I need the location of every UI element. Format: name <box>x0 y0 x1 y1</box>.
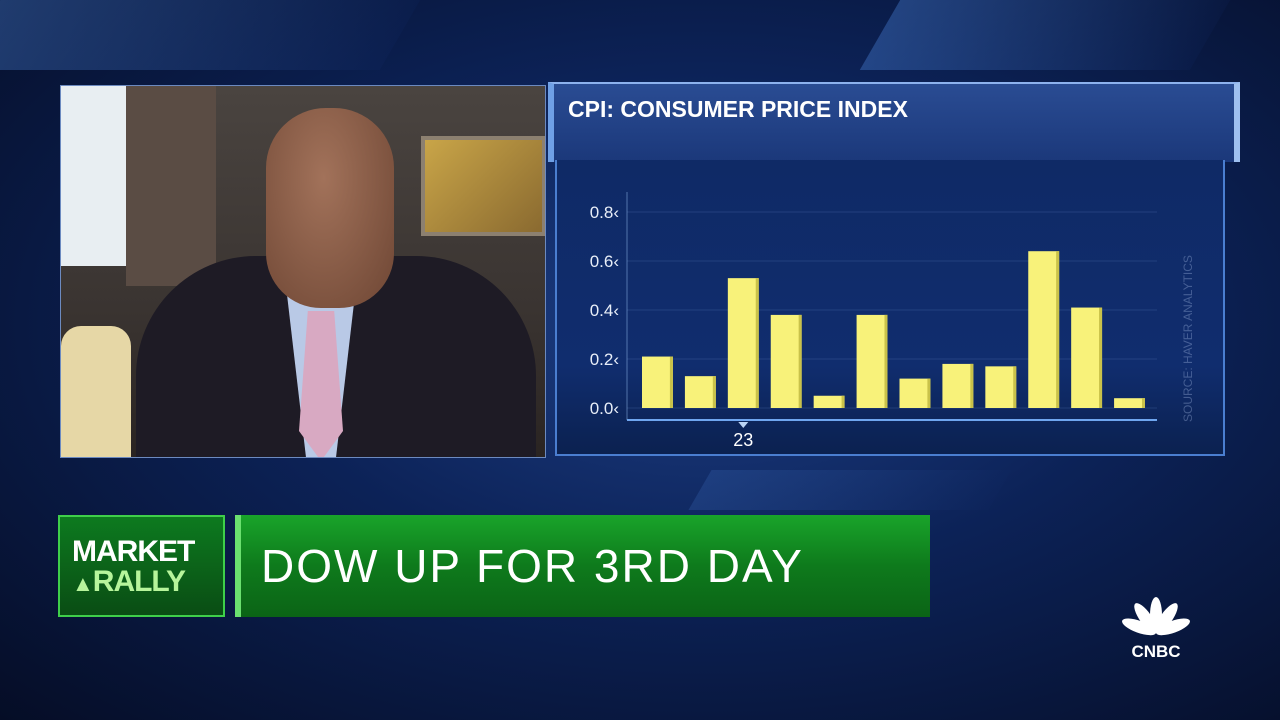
bar-shade <box>755 278 759 408</box>
bar-shade <box>1013 366 1017 408</box>
bar <box>1028 251 1060 408</box>
bar <box>684 376 716 408</box>
bar <box>899 378 931 408</box>
chart-panel: 0.0‹ 0.2‹ 0.4‹ 0.6‹ 0.8‹ 23 SOURCE: HAVER ANAL… <box>555 160 1225 456</box>
y-tick-label: 0.4‹ <box>590 301 619 320</box>
curtain <box>126 86 216 286</box>
bar-shade <box>884 314 888 408</box>
tag-line-2-text: RALLY <box>92 565 186 598</box>
bar-shade <box>669 356 673 408</box>
bar-shade <box>970 363 974 408</box>
chart-title-bar: CPI: CONSUMER PRICE INDEX <box>548 82 1240 162</box>
bar <box>856 314 888 408</box>
background-beam <box>688 470 1012 510</box>
source-label: SOURCE: HAVER ANALYTICS <box>1181 255 1195 422</box>
bar-shade <box>1056 251 1060 408</box>
tag-line-2: ▲RALLY <box>72 565 186 599</box>
chart-title: CPI: CONSUMER PRICE INDEX <box>568 96 908 122</box>
bar <box>727 278 759 408</box>
bar <box>1114 398 1145 408</box>
cpi-bar-chart: 0.0‹ 0.2‹ 0.4‹ 0.6‹ 0.8‹ 23 SOURCE: HAVER ANAL… <box>590 192 1195 450</box>
background-beam <box>859 0 1231 70</box>
bar <box>813 395 845 408</box>
bar <box>985 366 1017 408</box>
cnbc-wordmark: CNBC <box>1131 642 1180 661</box>
y-tick-label: 0.2‹ <box>590 350 619 369</box>
wall-painting <box>421 136 545 236</box>
headline: DOW UP FOR 3RD DAY <box>261 540 804 592</box>
guest-video-feed <box>60 85 546 458</box>
window <box>61 86 126 266</box>
bar <box>770 314 802 408</box>
x-tick-marker <box>738 422 749 428</box>
background-beam <box>0 0 421 70</box>
market-rally-tag: MARKET ▲RALLY <box>58 515 225 617</box>
tag-line-1: MARKET <box>72 535 195 568</box>
cnbc-peacock-logo: CNBC <box>1122 597 1190 661</box>
x-tick-label: 23 <box>733 430 753 450</box>
chair <box>61 326 131 457</box>
tie <box>299 311 343 457</box>
up-arrow-icon: ▲ <box>72 571 94 596</box>
headline-banner: DOW UP FOR 3RD DAY <box>235 515 930 617</box>
bar-shade <box>841 395 845 408</box>
bar-shade <box>927 378 931 408</box>
y-tick-label: 0.8‹ <box>590 203 619 222</box>
bar-shade <box>1099 307 1103 408</box>
bar <box>1071 307 1103 408</box>
bar-shade <box>798 314 802 408</box>
y-tick-label: 0.0‹ <box>590 399 619 418</box>
y-tick-label: 0.6‹ <box>590 252 619 271</box>
bar-shade <box>1141 398 1145 408</box>
guest-head <box>266 108 394 308</box>
bar <box>942 363 974 408</box>
bar-shade <box>712 376 716 408</box>
bar <box>642 356 673 408</box>
